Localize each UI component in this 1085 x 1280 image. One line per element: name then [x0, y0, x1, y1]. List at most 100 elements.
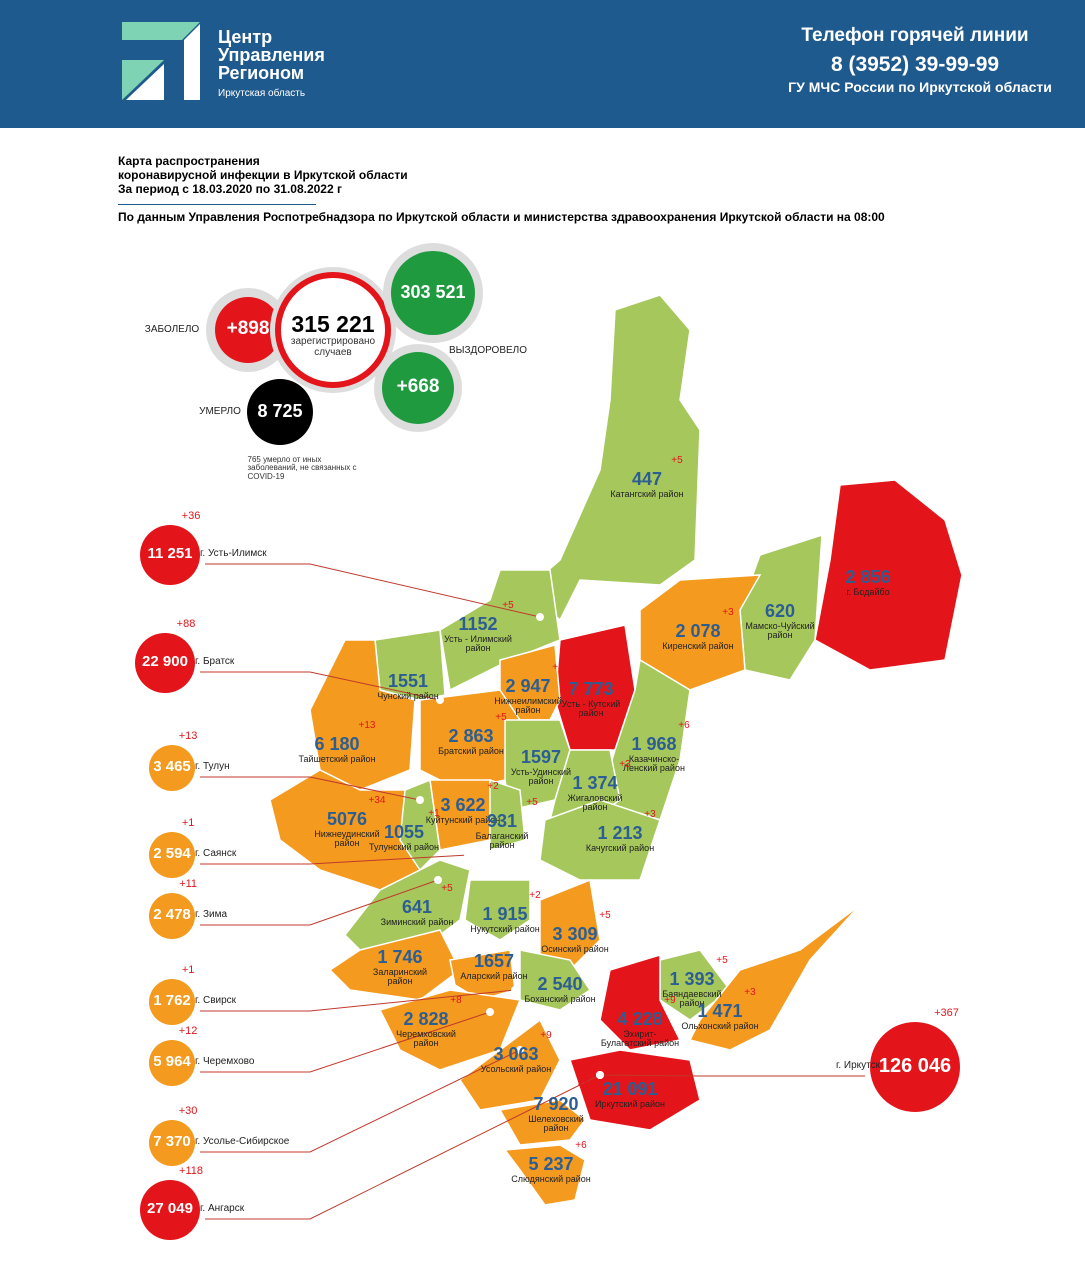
city-marker [486, 1008, 494, 1016]
district-name: Боханский район [524, 994, 596, 1004]
district-name: Жигаловский район [567, 793, 623, 813]
org: ГУ МЧС России по Иркутской области [788, 79, 1052, 95]
recovered: 303 521 [400, 282, 466, 302]
city-name: г. Черемхово [195, 1056, 255, 1067]
district-total: 2 863 [448, 726, 494, 746]
city-name: г. Братск [195, 656, 235, 667]
city-name: г. Тулун [195, 761, 230, 772]
city-total: 2 594 [153, 845, 191, 862]
district-total: 7 920 [533, 1094, 579, 1114]
city-circle [149, 832, 195, 878]
city-total: 1 762 [153, 992, 191, 1009]
district-delta: +3 [744, 987, 756, 998]
district-total: 3 622 [440, 795, 486, 815]
city-circle [149, 745, 195, 791]
district-delta: +9 [664, 995, 676, 1006]
city-delta: +13 [178, 730, 198, 742]
district-name: Заларинский район [372, 967, 428, 987]
district-area [439, 569, 561, 692]
district-total: 931 [486, 811, 518, 831]
city-marker [464, 851, 472, 859]
logo-text: Центр Управления Регионом [218, 28, 325, 82]
logo-line: Управления [218, 45, 325, 65]
district-total: 1597 [520, 747, 562, 767]
source: По данным Управления Роспотребнадзора по… [118, 210, 885, 224]
district-total: 1657 [473, 951, 515, 971]
city-marker [436, 696, 444, 704]
district-area [464, 879, 531, 941]
city-delta: +118 [179, 1165, 203, 1177]
district-name: Чунский район [377, 691, 439, 701]
district-total: 5 237 [528, 1154, 574, 1174]
city-circle [135, 633, 195, 693]
recovered-label: ВЫЗДОРОВЕЛО [448, 345, 528, 356]
district-name: Ольхонский район [681, 1021, 759, 1031]
district-delta: +16 [577, 1080, 595, 1091]
district-delta: +5 [526, 797, 538, 808]
district-delta: +9 [540, 1030, 552, 1041]
district-total: 1055 [383, 822, 425, 842]
district-name: Иркутский район [594, 1099, 666, 1109]
district-area [569, 1049, 701, 1131]
city-name: г. Саянск [195, 848, 237, 859]
city-circle [140, 525, 200, 585]
city-name: г. Усолье-Сибирское [195, 1136, 290, 1147]
city-total: 27 049 [147, 1200, 193, 1217]
district-delta: +5 [495, 712, 507, 723]
recovered-new: +668 [396, 376, 440, 397]
divider [118, 204, 316, 205]
city-name: г. Ангарск [200, 1203, 245, 1214]
city-name: г. Усть-Илимск [200, 548, 267, 559]
district-total: 641 [401, 897, 433, 917]
leader-line [200, 854, 469, 865]
district-name: Киренский район [662, 641, 734, 651]
district-name: Нижнеудинский район [314, 829, 380, 849]
header: Центр Управления Регионом Иркутская обла… [0, 0, 1085, 128]
district-area [503, 1144, 586, 1206]
district-name: Качугский район [585, 843, 655, 853]
district-delta: +3 [619, 759, 631, 770]
district-delta: +6 [678, 720, 690, 731]
district-area [449, 949, 516, 1001]
district-delta: +2 [529, 890, 541, 901]
city-marker [434, 876, 442, 884]
city-name: г. Иркутск [835, 1060, 880, 1071]
new-cases: +898 [226, 318, 270, 339]
leader-line [200, 776, 421, 801]
city-marker [596, 1071, 604, 1079]
summary-circle [275, 272, 391, 388]
total-label: зарегистрировано случаев [290, 336, 376, 358]
intro-line: За период с 18.03.2020 по 31.08.2022 г [118, 182, 342, 196]
district-total: 620 [764, 601, 796, 621]
district-total: 3 309 [552, 924, 598, 944]
logo-line: Центр [218, 27, 273, 47]
city-total: 3 465 [153, 758, 191, 775]
district-name: Нукутский район [470, 924, 540, 934]
logo [122, 22, 200, 100]
district-delta: +4 [552, 662, 564, 673]
city-circle [149, 1120, 195, 1166]
leader-line [200, 879, 439, 926]
district-area [489, 778, 526, 851]
district-delta: +34 [368, 795, 386, 806]
city-delta: +30 [178, 1105, 198, 1117]
district-name: Черемховский район [396, 1029, 456, 1049]
city-total: 5 964 [153, 1053, 191, 1070]
city-name: г. Свирск [195, 995, 237, 1006]
district-total: 1152 [458, 614, 498, 634]
district-name: Мамско-Чуйский район [745, 621, 815, 641]
district-total: 1 374 [572, 773, 618, 793]
leader-line [205, 563, 541, 618]
district-area [688, 904, 861, 1051]
leader-line [200, 989, 516, 1012]
district-delta: +1 [428, 808, 440, 819]
district-name: Нижнеилимский район [494, 696, 562, 716]
new-label: ЗАБОЛЕЛО [144, 324, 200, 335]
district-area [519, 949, 592, 1011]
district-name: Казачинско-Ленский район [623, 754, 685, 774]
region: Иркутская область [218, 88, 306, 99]
district-name: Куйтунский район [425, 815, 501, 825]
summary-circle [382, 352, 454, 424]
